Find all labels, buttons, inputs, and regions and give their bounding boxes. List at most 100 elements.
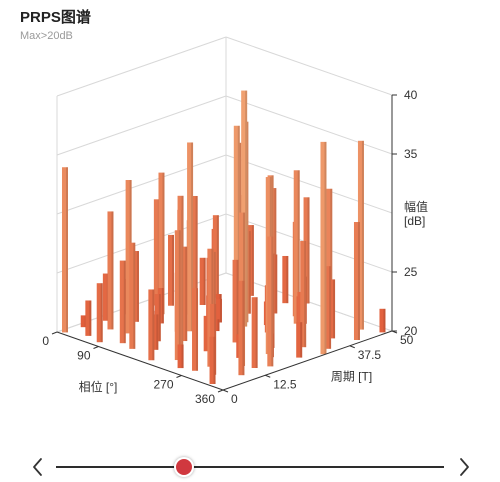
bar-shade (191, 142, 194, 332)
bar-shade (255, 297, 258, 369)
phase-tick-label: 90 (77, 349, 91, 363)
bar (80, 315, 87, 328)
bar-shade (195, 195, 198, 291)
bar (238, 280, 245, 376)
bar-shade (246, 121, 249, 323)
bar (192, 288, 199, 371)
bar (119, 260, 126, 344)
bar (232, 259, 239, 343)
bar-shade (185, 246, 188, 342)
bar-shade (304, 240, 307, 348)
bar-shade (271, 236, 274, 367)
bar-shade (237, 125, 240, 339)
slider-thumb[interactable] (176, 459, 193, 475)
bar-shade (242, 280, 245, 376)
period-tick-label: 12.5 (273, 377, 297, 391)
bar-shade (100, 283, 103, 343)
bar (326, 188, 333, 331)
grid-line (225, 36, 393, 96)
bars-layer (61, 90, 386, 384)
bar (187, 142, 194, 332)
bar (320, 141, 327, 355)
phase-tick-label: 360 (195, 392, 215, 406)
chart-title: PRPS图谱 (20, 9, 91, 26)
period-tick-label: 0 (231, 392, 238, 406)
amplitude-tick-label: 25 (404, 265, 418, 279)
phase-axis-title: 相位 [°] (79, 379, 118, 394)
bar (174, 230, 181, 361)
bar (296, 322, 303, 358)
bar-shade (216, 215, 219, 298)
bar (325, 266, 332, 349)
bar (233, 125, 240, 339)
bar (132, 251, 139, 322)
grid-line (56, 213, 227, 274)
bar (303, 197, 310, 304)
bar (209, 336, 216, 384)
amplitude-tick-label: 20 (404, 324, 418, 338)
period-tick (349, 345, 355, 349)
bar-shade (324, 141, 327, 355)
bar (251, 297, 258, 369)
slider-track[interactable] (56, 466, 444, 468)
chevron-right-icon[interactable] (452, 454, 476, 480)
bar-shade (236, 259, 239, 343)
bar-shade (161, 288, 164, 324)
bar (153, 199, 160, 306)
bar (199, 257, 206, 305)
phase-tick (176, 375, 182, 378)
bar (293, 170, 300, 324)
phase-tick (51, 331, 58, 335)
bar (85, 300, 92, 336)
bar (300, 240, 307, 348)
bar-shade (123, 260, 126, 344)
bar (177, 344, 184, 369)
bar-shade (196, 288, 199, 371)
bar-shade (65, 167, 68, 333)
bar-shade (178, 230, 181, 361)
bar-shade (111, 211, 114, 330)
period-tick-label: 50 (400, 333, 414, 347)
bar-shade (307, 197, 310, 304)
bar-shade (275, 254, 278, 314)
bar (267, 236, 274, 367)
bar-shade (136, 251, 139, 322)
bar (148, 289, 155, 361)
bar-shade (330, 188, 333, 331)
chevron-left-icon[interactable] (26, 454, 50, 480)
bar (181, 246, 188, 342)
bar-shade (300, 322, 303, 358)
bar (157, 288, 164, 324)
bar (96, 283, 103, 343)
bar-shade (203, 257, 206, 305)
bar-shade (89, 300, 92, 336)
chart-subtitle: Max>20dB (20, 30, 73, 42)
phase-tick (93, 346, 99, 349)
bar-shade (152, 289, 155, 361)
grid-line (56, 36, 227, 97)
bar (102, 273, 109, 321)
bar (379, 308, 386, 333)
bar (215, 298, 222, 323)
bar (247, 225, 254, 296)
bar (107, 211, 114, 330)
period-tick (222, 389, 229, 393)
period-axis-title: 周期 [T] (331, 370, 372, 384)
bar-shade (245, 90, 248, 327)
bar (241, 90, 248, 327)
bar (191, 195, 198, 291)
bar-shade (162, 172, 165, 315)
bar-shade (213, 336, 216, 384)
amplitude-axis-title: 幅值 (404, 199, 428, 214)
bar (329, 279, 336, 339)
bar-shade (286, 255, 289, 304)
bar (129, 242, 136, 349)
bar-shade (248, 231, 251, 314)
time-slider (0, 452, 500, 482)
bar (282, 255, 289, 304)
grid-line (56, 154, 227, 215)
bar (357, 140, 364, 330)
bar-shade (181, 209, 184, 352)
